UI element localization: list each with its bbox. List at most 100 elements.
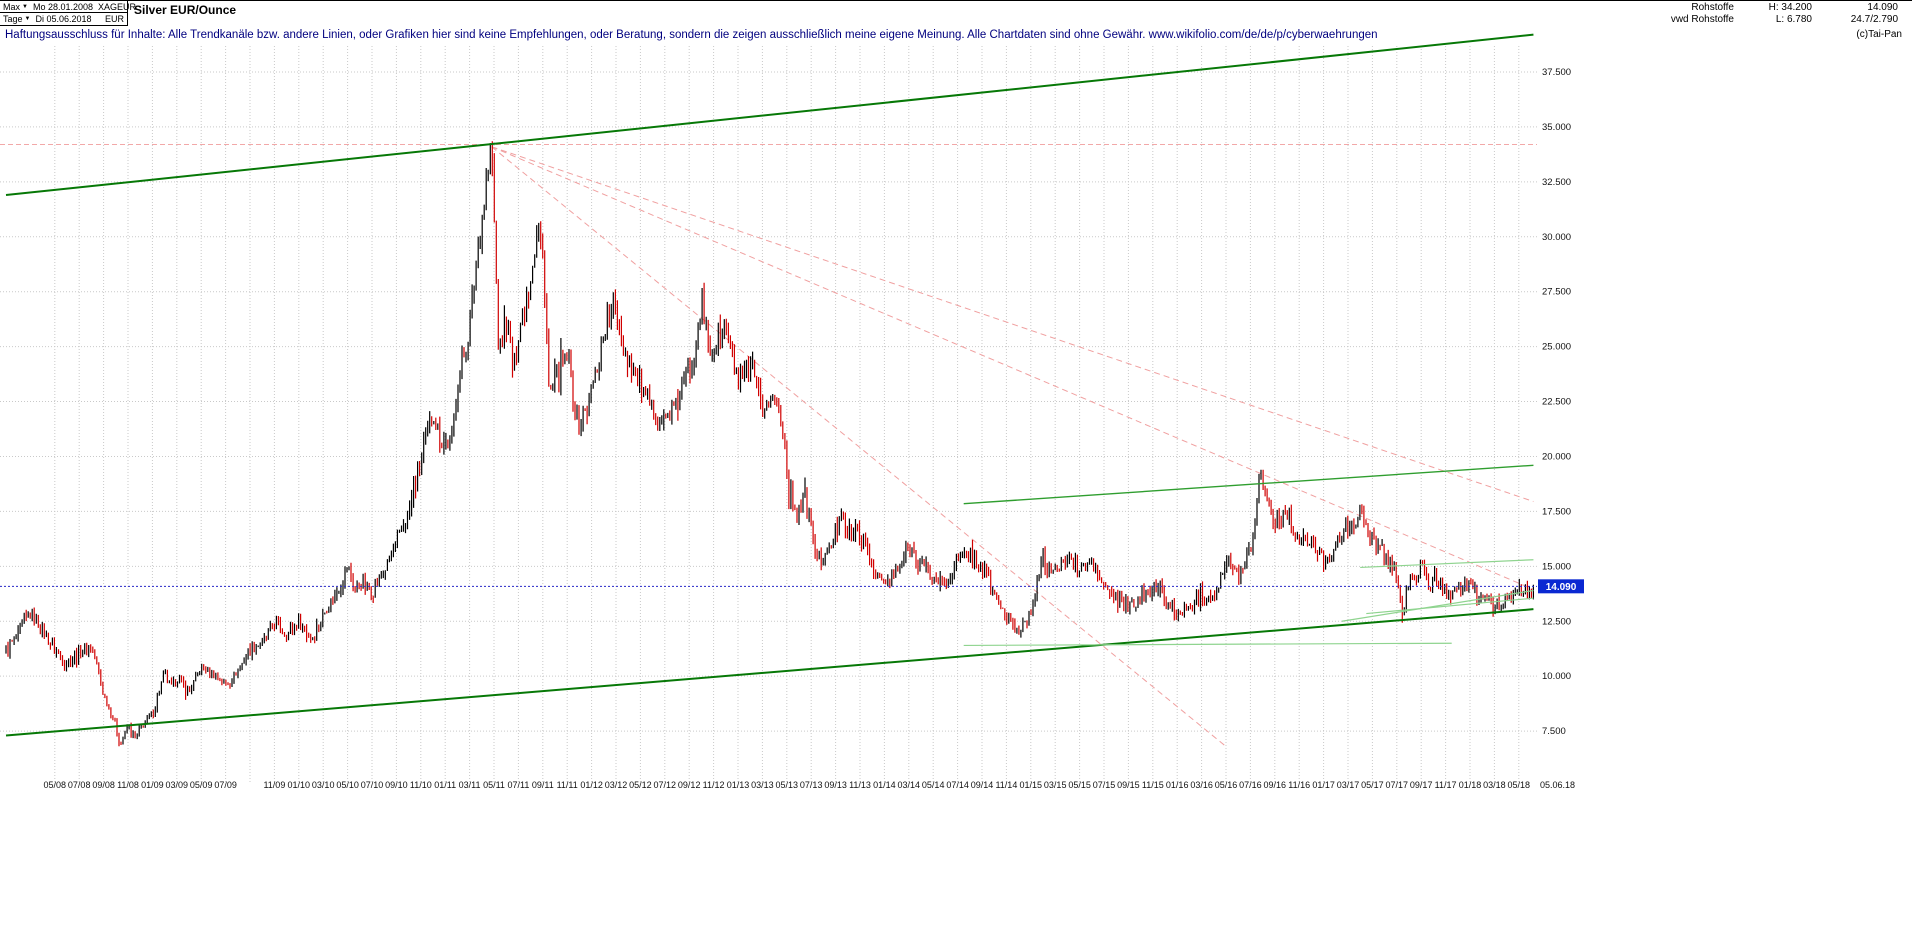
- feed-name: Rohstoffe: [1691, 2, 1734, 13]
- trend-channel-lines: [5, 33, 1534, 737]
- start-date-field[interactable]: Mo 28.01.2008: [32, 1, 94, 12]
- svg-text:11/14: 11/14: [995, 780, 1017, 790]
- chart-toolbar: Max ▼ Mo 28.01.2008 XAGEUR Tage ▼ Di 05.…: [0, 0, 1912, 26]
- svg-text:07/10: 07/10: [361, 780, 384, 790]
- fan-line-1: [491, 146, 1534, 502]
- quote-misc-value: 24.7/2.790: [1850, 14, 1898, 25]
- period-dropdown[interactable]: Tage ▼: [3, 14, 30, 24]
- fan-line-3: [491, 146, 1227, 747]
- svg-text:10.000: 10.000: [1542, 671, 1571, 682]
- svg-text:07/17: 07/17: [1386, 780, 1409, 790]
- svg-text:14.090: 14.090: [1546, 582, 1577, 593]
- fan-line-2: [491, 146, 1534, 590]
- lower-trend-channel: [5, 608, 1534, 737]
- svg-text:03/17: 03/17: [1337, 780, 1360, 790]
- svg-text:05/10: 05/10: [336, 780, 359, 790]
- svg-text:09/13: 09/13: [824, 780, 847, 790]
- svg-text:09/12: 09/12: [678, 780, 701, 790]
- svg-text:05/13: 05/13: [776, 780, 799, 790]
- copyright-label: (c)Tai-Pan: [1856, 29, 1902, 40]
- svg-text:09/08: 09/08: [92, 780, 115, 790]
- x-axis-labels: 05/08 07/08 09/08 11/08 01/09 03/09 05/09 07/09…: [44, 780, 1576, 790]
- svg-text:09/10: 09/10: [385, 780, 408, 790]
- svg-text:11/10: 11/10: [410, 780, 432, 790]
- chart-controls: Max ▼ Mo 28.01.2008 XAGEUR Tage ▼ Di 05.…: [0, 1, 136, 26]
- svg-text:22.500: 22.500: [1542, 397, 1571, 408]
- svg-text:07/15: 07/15: [1093, 780, 1116, 790]
- svg-text:03/15: 03/15: [1044, 780, 1067, 790]
- price-candles: [5, 141, 1534, 747]
- svg-text:01/11: 01/11: [434, 780, 456, 790]
- up-candles: [5, 143, 1534, 745]
- down-candles: [7, 141, 1532, 747]
- svg-text:11/15: 11/15: [1142, 780, 1164, 790]
- period-low-value: L: 6.780: [1775, 14, 1812, 25]
- svg-text:05/08: 05/08: [44, 780, 67, 790]
- svg-text:01/10: 01/10: [288, 780, 311, 790]
- svg-text:03/09: 03/09: [166, 780, 189, 790]
- svg-text:01/17: 01/17: [1312, 780, 1335, 790]
- svg-text:03/18: 03/18: [1483, 780, 1506, 790]
- page-title: Silver EUR/Ounce: [134, 3, 237, 17]
- y-axis-labels: 37.500 35.000 32.500 30.000 27.500 25.000 22.5…: [1542, 67, 1571, 737]
- svg-text:03/12: 03/12: [605, 780, 628, 790]
- svg-text:12.500: 12.500: [1542, 616, 1571, 627]
- svg-text:09/17: 09/17: [1410, 780, 1433, 790]
- svg-text:09/15: 09/15: [1117, 780, 1140, 790]
- period-high-value: H: 34.200: [1768, 2, 1812, 13]
- svg-text:03/14: 03/14: [898, 780, 921, 790]
- svg-text:30.000: 30.000: [1542, 232, 1571, 243]
- svg-text:07/09: 07/09: [214, 780, 237, 790]
- range-label: Max: [3, 1, 21, 12]
- chevron-down-icon: ▼: [22, 3, 28, 10]
- rising-support-2: [1366, 597, 1534, 615]
- end-date-field[interactable]: Di 05.06.2018: [35, 14, 92, 24]
- svg-text:05/09: 05/09: [190, 780, 213, 790]
- last-price-badge: 14.090: [1538, 579, 1584, 594]
- chart-area: 14.090 37.500 35.000 32.500 30.000 27.500 25.0…: [0, 26, 1912, 952]
- currency-label: EUR: [104, 14, 124, 24]
- svg-text:11/13: 11/13: [849, 780, 871, 790]
- svg-text:01/15: 01/15: [1020, 780, 1043, 790]
- disclaimer-text: Haftungsausschluss für Inhalte: Alle Tre…: [5, 29, 1378, 41]
- svg-text:09/14: 09/14: [971, 780, 994, 790]
- svg-text:09/16: 09/16: [1264, 780, 1287, 790]
- chevron-down-icon: ▼: [24, 16, 31, 22]
- svg-text:01/09: 01/09: [141, 780, 164, 790]
- svg-text:35.000: 35.000: [1542, 122, 1571, 133]
- svg-text:05/12: 05/12: [629, 780, 652, 790]
- svg-text:11/16: 11/16: [1288, 780, 1310, 790]
- svg-text:03/10: 03/10: [312, 780, 335, 790]
- quote-info: Rohstoffe H: 34.200 14.090 vwd Rohstoffe…: [1614, 2, 1898, 26]
- svg-text:11/11: 11/11: [557, 780, 578, 790]
- svg-text:11/08: 11/08: [117, 780, 139, 790]
- svg-text:27.500: 27.500: [1542, 287, 1571, 298]
- svg-text:01/16: 01/16: [1166, 780, 1189, 790]
- upper-trend-channel: [5, 33, 1534, 197]
- svg-text:17.500: 17.500: [1542, 506, 1571, 517]
- svg-text:03/13: 03/13: [751, 780, 774, 790]
- svg-text:05/15: 05/15: [1068, 780, 1091, 790]
- svg-text:07/16: 07/16: [1239, 780, 1262, 790]
- symbol-field[interactable]: XAGEUR: [98, 1, 137, 12]
- svg-text:03/11: 03/11: [459, 780, 481, 790]
- svg-text:07/14: 07/14: [946, 780, 969, 790]
- svg-text:20.000: 20.000: [1542, 451, 1571, 462]
- svg-text:03/16: 03/16: [1190, 780, 1213, 790]
- range-row: Max ▼ Mo 28.01.2008 XAGEUR: [0, 1, 136, 13]
- period-label: Tage: [3, 14, 23, 24]
- range-dropdown[interactable]: Max ▼: [3, 2, 28, 12]
- svg-text:01/13: 01/13: [727, 780, 750, 790]
- svg-text:09/11: 09/11: [532, 780, 554, 790]
- svg-text:07/08: 07/08: [68, 780, 91, 790]
- svg-text:05.06.18: 05.06.18: [1540, 780, 1575, 790]
- svg-text:11/09: 11/09: [263, 780, 285, 790]
- svg-text:01/14: 01/14: [873, 780, 896, 790]
- svg-text:15.000: 15.000: [1542, 561, 1571, 572]
- chart-canvas[interactable]: 14.090 37.500 35.000 32.500 30.000 27.500 25.0…: [0, 26, 1912, 952]
- last-price-value: 14.090: [1867, 2, 1898, 13]
- svg-text:05/18: 05/18: [1508, 780, 1531, 790]
- svg-text:37.500: 37.500: [1542, 67, 1571, 78]
- resistance-2016: [963, 464, 1534, 505]
- svg-text:11/17: 11/17: [1435, 780, 1457, 790]
